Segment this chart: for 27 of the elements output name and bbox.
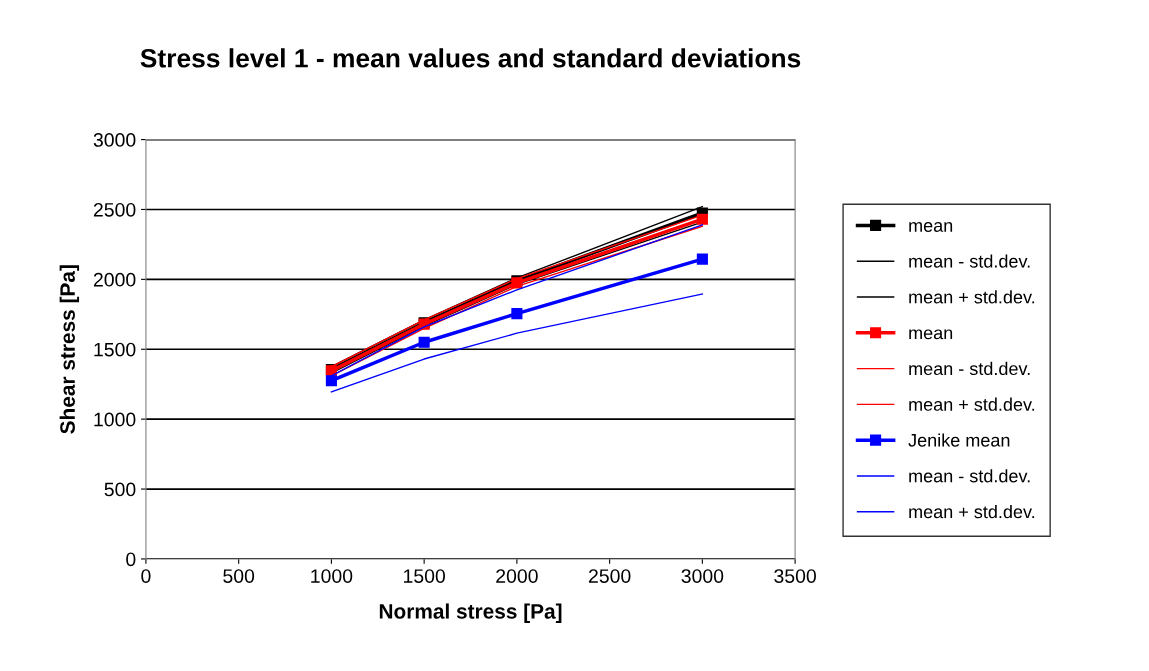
x-tick-label: 0 — [141, 569, 151, 583]
chart-title: Stress level 1 - mean values and standard deviations — [140, 48, 801, 68]
x-tick-label: 1500 — [404, 569, 446, 583]
legend-label: mean + std.dev. — [909, 504, 1035, 519]
y-axis-title: Shear stress [Pa] — [59, 265, 80, 434]
x-axis-title: Normal stress [Pa] — [379, 603, 562, 623]
legend-label: Jenike mean — [908, 433, 1010, 447]
y-tick-label: 1000 — [94, 412, 136, 427]
x-tick-label: 1000 — [311, 569, 353, 583]
legend-label: mean — [909, 329, 953, 340]
y-tick-label: 3000 — [93, 133, 136, 147]
y-tick-label: 2500 — [93, 202, 136, 217]
legend-label: mean + std.dev. — [909, 397, 1035, 411]
y-tick-label: 0 — [126, 552, 136, 567]
legend-label: mean - std.dev. — [909, 361, 1030, 376]
legend-label: mean - std.dev. — [909, 254, 1030, 268]
legend-label: mean + std.dev. — [909, 290, 1035, 304]
legend-label: mean — [909, 222, 953, 232]
legend-label: mean - std.dev. — [909, 469, 1030, 483]
x-tick-label: 3500 — [774, 569, 816, 583]
x-tick-label: 3000 — [681, 569, 724, 583]
x-tick-label: 2000 — [496, 569, 538, 583]
y-tick-label: 1500 — [94, 342, 136, 357]
x-tick-label: 500 — [223, 569, 255, 583]
y-tick-label: 500 — [104, 482, 136, 497]
y-tick-label: 2000 — [93, 272, 136, 287]
x-tick-label: 2500 — [588, 569, 631, 583]
